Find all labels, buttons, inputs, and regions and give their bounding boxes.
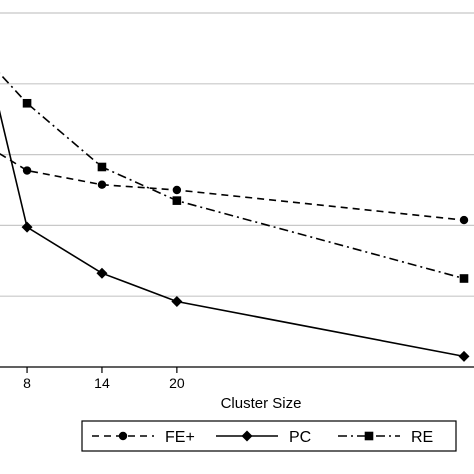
- x-tick-label-14: 14: [94, 375, 110, 391]
- x-tick-label-8: 8: [23, 375, 31, 391]
- point-pc-8: [21, 221, 33, 233]
- legend: FE+ PC RE: [81, 420, 457, 452]
- point-re-14: [97, 162, 107, 172]
- legend-marker-re: [364, 431, 374, 441]
- series-line-fe: [0, 152, 465, 221]
- point-re-20: [172, 196, 182, 205]
- point-fe-14: [97, 180, 107, 189]
- legend-marker-fe: [118, 431, 128, 441]
- legend-label-re: RE: [411, 429, 433, 446]
- series-re: [0, 72, 469, 283]
- series-pc: [0, 109, 470, 362]
- series-line-re: [0, 72, 465, 280]
- point-pc-14: [96, 267, 108, 279]
- legend-item-pc: PC: [216, 429, 311, 446]
- x-tick-label-20: 20: [169, 375, 185, 391]
- legend-marker-pc: [241, 430, 253, 442]
- series-lines: [0, 72, 470, 362]
- legend-label-fe: FE+: [165, 429, 195, 446]
- legend-item-fe: FE+: [92, 429, 195, 446]
- point-fe-20: [172, 185, 182, 195]
- legend-label-pc: PC: [289, 429, 311, 446]
- point-re-8: [22, 98, 32, 108]
- x-axis-ticks: 8 14 20: [23, 367, 185, 391]
- point-re-43: [459, 274, 469, 283]
- gridlines: [0, 12, 474, 297]
- point-fe-43: [459, 215, 469, 225]
- point-pc-43: [458, 350, 470, 362]
- legend-item-re: RE: [338, 429, 433, 446]
- point-pc-20: [171, 296, 183, 308]
- series-fe: [0, 152, 469, 225]
- x-axis-title: Cluster Size: [221, 395, 302, 412]
- point-fe-8: [22, 166, 32, 175]
